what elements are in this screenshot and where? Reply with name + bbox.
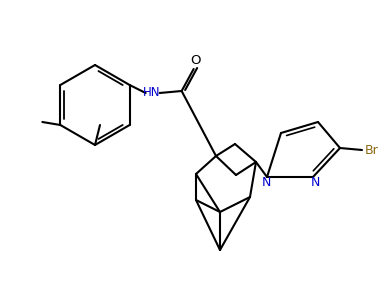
Text: N: N	[261, 177, 271, 189]
Text: Br: Br	[365, 144, 379, 156]
Text: HN: HN	[143, 86, 160, 100]
Text: N: N	[310, 177, 320, 189]
Text: O: O	[190, 55, 201, 67]
